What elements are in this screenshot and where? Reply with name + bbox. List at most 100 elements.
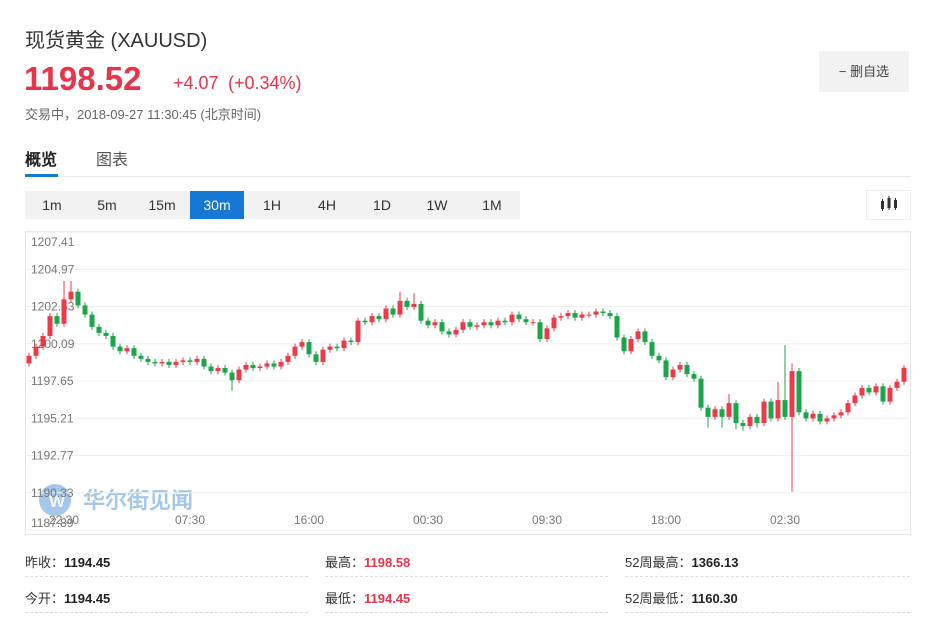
candle-body bbox=[33, 346, 39, 356]
candle-body bbox=[26, 355, 32, 364]
stat: 今开：1194.45 bbox=[25, 588, 110, 607]
x-tick-label: 16:00 bbox=[294, 513, 324, 527]
candle-body bbox=[761, 401, 767, 423]
stat-label: 最高： bbox=[325, 555, 365, 570]
candle-body bbox=[537, 322, 543, 340]
candle-body bbox=[243, 364, 249, 370]
candle-body bbox=[614, 316, 620, 338]
candle-body bbox=[453, 329, 459, 335]
candle-body bbox=[873, 386, 879, 393]
candle-body bbox=[187, 360, 193, 362]
tab[interactable]: 图表 bbox=[96, 152, 129, 169]
stat: 52周最低：1160.30 bbox=[625, 588, 738, 607]
stat-label: 52周最低： bbox=[625, 591, 692, 606]
candle-body bbox=[418, 303, 424, 321]
candle-body bbox=[369, 316, 375, 323]
candle-body bbox=[726, 403, 732, 417]
interval-button[interactable]: 30m bbox=[190, 191, 244, 219]
candle-body bbox=[845, 403, 851, 413]
candle-body bbox=[803, 412, 809, 419]
candle-body bbox=[488, 322, 494, 326]
stat-divider bbox=[325, 576, 608, 577]
candle-body bbox=[138, 355, 144, 359]
candle-body bbox=[89, 314, 95, 327]
candle-body bbox=[327, 346, 333, 350]
candle-body bbox=[278, 361, 284, 367]
candle-body bbox=[215, 368, 221, 372]
candle-body bbox=[320, 349, 326, 362]
y-tick-label: 1202.53 bbox=[31, 300, 75, 314]
candle-body bbox=[698, 378, 704, 408]
candle-body bbox=[579, 314, 585, 318]
candle-body bbox=[124, 348, 130, 352]
candle-body bbox=[82, 305, 88, 315]
interval-button[interactable]: 1D bbox=[373, 197, 391, 213]
x-tick-label: 18:00 bbox=[651, 513, 681, 527]
candle-body bbox=[502, 320, 508, 323]
candle-body bbox=[117, 346, 123, 352]
price: 1198.52 bbox=[24, 60, 142, 97]
candle-body bbox=[299, 342, 305, 347]
y-tick-label: 1190.33 bbox=[31, 486, 74, 500]
candle-body bbox=[194, 358, 200, 362]
stat: 最高：1198.58 bbox=[325, 552, 410, 571]
stat-divider bbox=[625, 576, 910, 577]
x-tick-label: 22:30 bbox=[49, 513, 79, 527]
stat-divider bbox=[25, 612, 308, 613]
candle-body bbox=[383, 308, 389, 320]
interval-button[interactable]: 15m bbox=[148, 197, 176, 213]
candle-body bbox=[621, 337, 627, 352]
candle-body bbox=[565, 313, 571, 317]
interval-bar bbox=[25, 191, 520, 219]
y-tick-label: 1204.97 bbox=[31, 262, 75, 276]
interval-button[interactable]: 4H bbox=[318, 197, 336, 213]
tab-divider bbox=[25, 176, 911, 177]
candle-body bbox=[677, 364, 683, 370]
candle-body bbox=[887, 387, 893, 402]
candle-body bbox=[474, 325, 480, 327]
candle-body bbox=[838, 412, 844, 416]
tab[interactable]: 概览 bbox=[25, 152, 58, 169]
stat-value: 1160.30 bbox=[691, 591, 738, 606]
candle-body bbox=[61, 299, 67, 324]
watermark-logo bbox=[39, 484, 71, 516]
candle-body bbox=[859, 387, 865, 396]
candle-body bbox=[439, 322, 445, 332]
interval-button[interactable]: 1H bbox=[263, 197, 281, 213]
candle-body bbox=[831, 415, 837, 419]
watermark: 华尔街见闻 bbox=[83, 488, 193, 513]
candle-body bbox=[222, 368, 228, 373]
y-tick-label: 1197.65 bbox=[31, 374, 74, 388]
candle-body bbox=[572, 313, 578, 318]
candle-body bbox=[292, 346, 298, 356]
candle-body bbox=[495, 320, 501, 326]
candle-body bbox=[894, 381, 900, 388]
chart-type-button[interactable] bbox=[866, 190, 911, 220]
candle-body bbox=[152, 361, 158, 364]
candle-body bbox=[705, 407, 711, 417]
candle-body bbox=[782, 400, 788, 417]
interval-button[interactable]: 5m bbox=[97, 197, 117, 213]
y-tick-label: 1187.89 bbox=[31, 516, 74, 530]
stat-divider bbox=[25, 576, 308, 577]
candle-body bbox=[54, 316, 60, 324]
candle-body bbox=[866, 387, 872, 393]
interval-button[interactable]: 1m bbox=[42, 197, 62, 213]
stat: 昨收：1194.45 bbox=[25, 552, 110, 571]
candle-body bbox=[264, 363, 270, 367]
candle-body bbox=[75, 291, 81, 306]
stat-label: 52周最高： bbox=[625, 555, 692, 570]
candle-body bbox=[642, 331, 648, 343]
candle-body bbox=[425, 320, 431, 326]
candle-body bbox=[201, 358, 207, 367]
candle-body bbox=[740, 422, 746, 427]
stat-divider bbox=[625, 612, 910, 613]
interval-button[interactable]: 1W bbox=[426, 197, 448, 213]
stat-divider bbox=[325, 612, 608, 613]
watch-button[interactable]: − 删自选 bbox=[819, 51, 909, 92]
interval-button[interactable]: 1M bbox=[482, 197, 502, 213]
candle-body bbox=[397, 300, 403, 315]
x-tick-label: 00:30 bbox=[413, 513, 443, 527]
candle-body bbox=[880, 386, 886, 402]
candle-body bbox=[180, 360, 186, 362]
